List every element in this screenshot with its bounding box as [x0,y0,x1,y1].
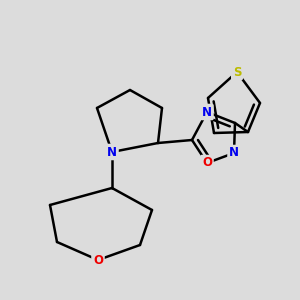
Text: S: S [233,65,241,79]
Text: N: N [229,146,239,160]
Text: O: O [93,254,103,266]
Text: N: N [202,106,212,118]
Text: N: N [107,146,117,158]
Text: O: O [202,157,212,169]
